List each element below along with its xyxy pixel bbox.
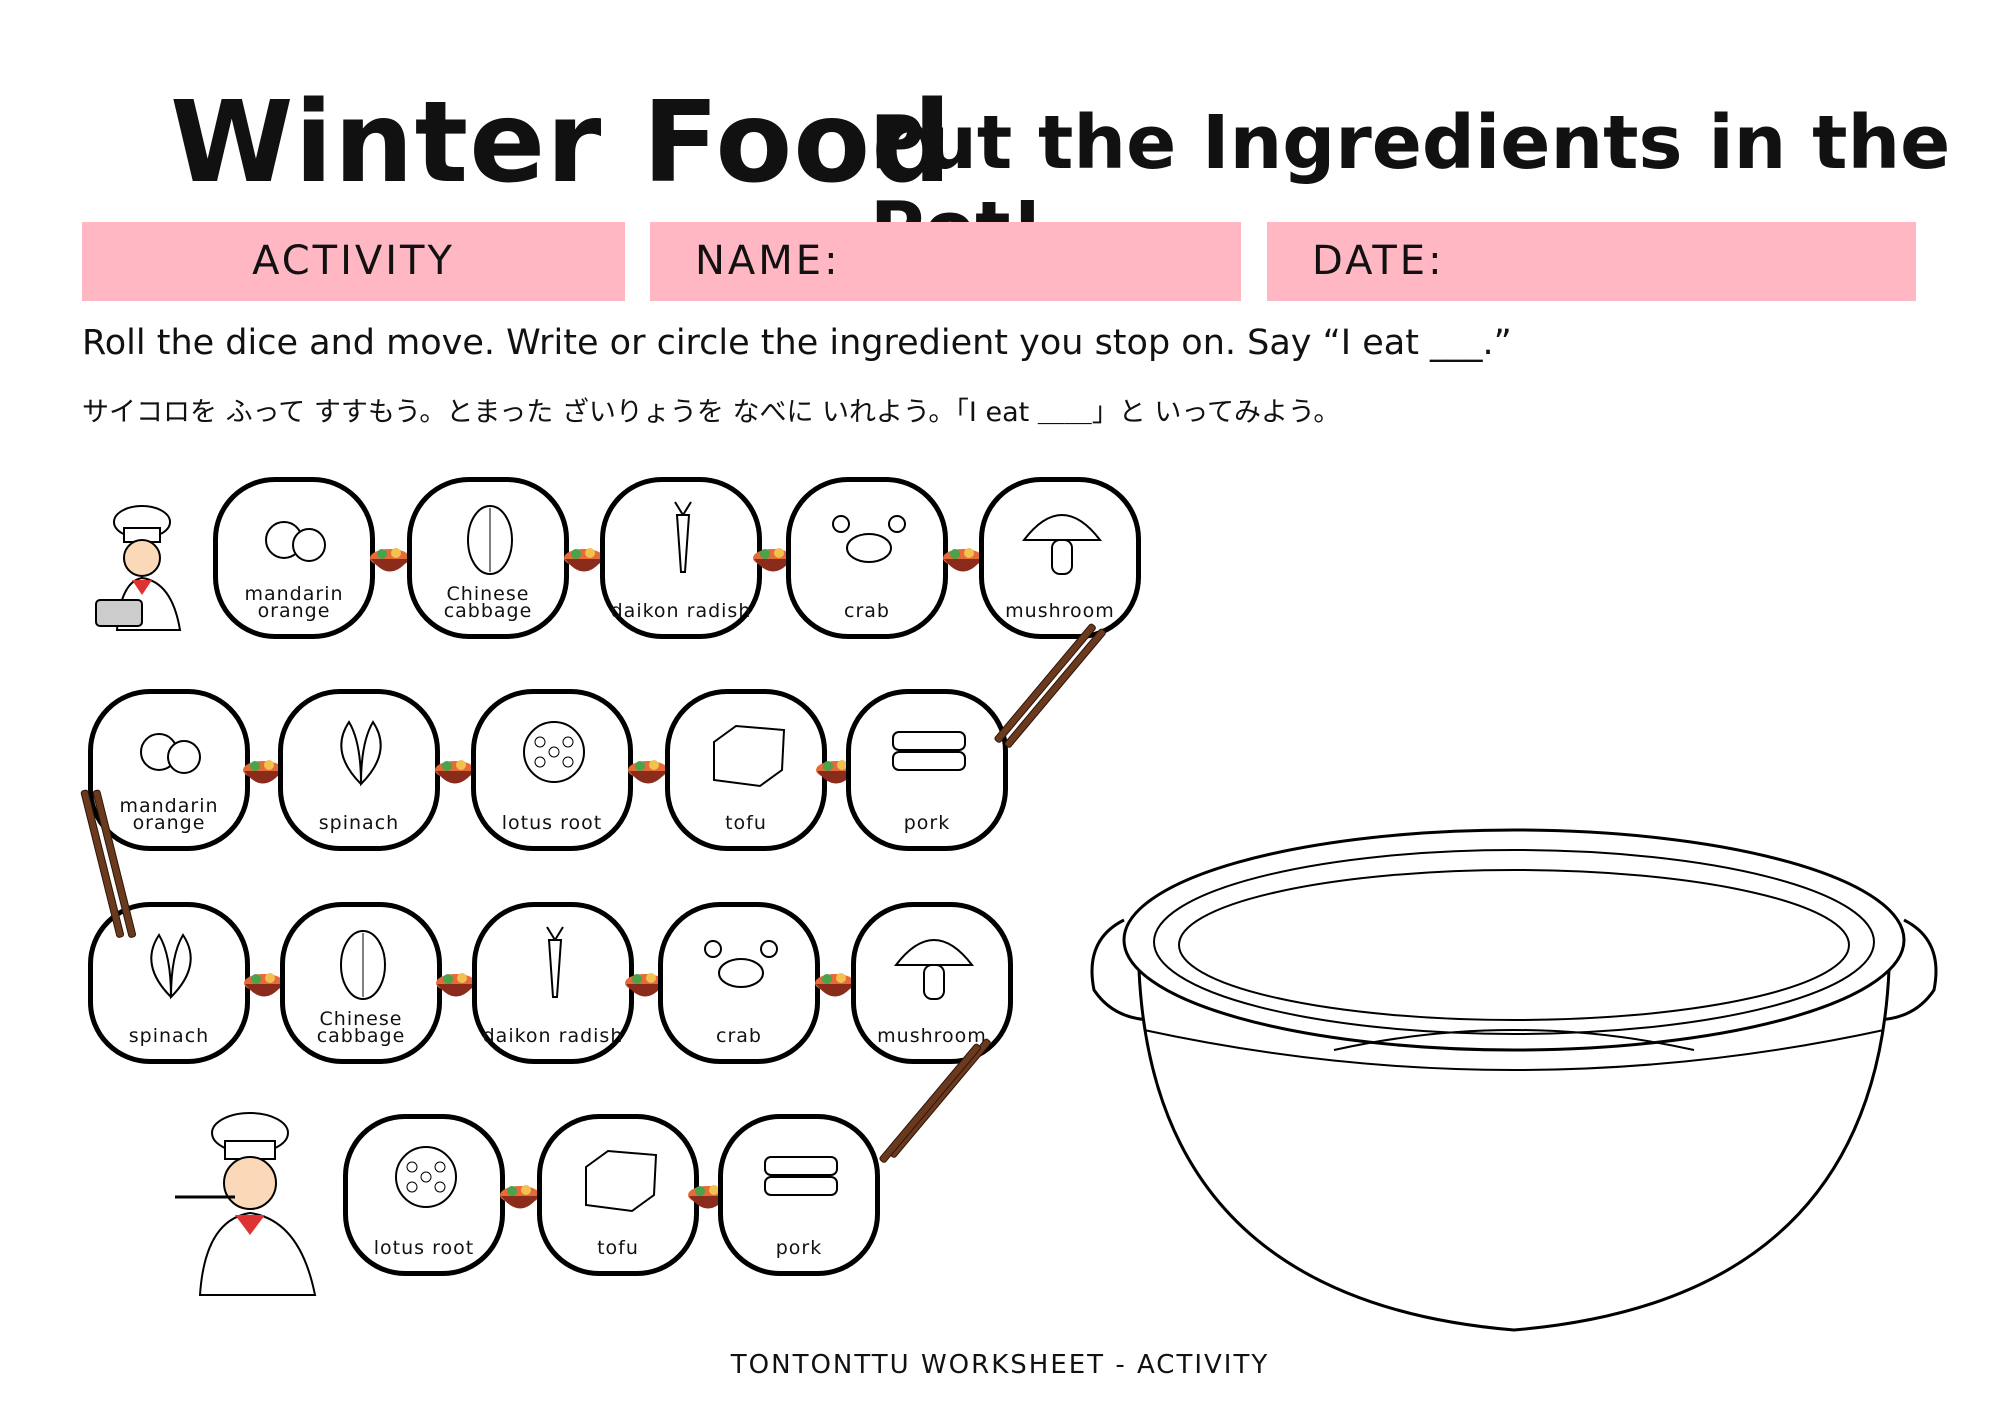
ingredient-icon bbox=[340, 720, 382, 787]
board-space[interactable]: Chinese cabbage bbox=[407, 477, 569, 639]
hotpot-icon bbox=[814, 756, 858, 790]
name-field[interactable]: NAME: bbox=[650, 222, 1241, 301]
hotpot-icon bbox=[751, 544, 795, 578]
hotpot-icon bbox=[626, 756, 670, 790]
board-space-label: mandarin orange bbox=[244, 583, 344, 622]
hotpot-icon bbox=[433, 756, 477, 790]
chef-tasting-illustration bbox=[175, 1112, 317, 1296]
board-space[interactable]: pork bbox=[718, 1114, 880, 1276]
board-space[interactable]: pork bbox=[846, 689, 1008, 851]
ingredient-icon bbox=[265, 521, 326, 562]
ingredient-icon bbox=[764, 1156, 838, 1196]
board-space-label: daikon radish bbox=[610, 600, 752, 622]
hotpot-icon bbox=[686, 1181, 730, 1215]
board-space-label: mushroom bbox=[877, 1025, 987, 1047]
board-space-label: spinach bbox=[318, 812, 400, 834]
ingredient-icon bbox=[674, 501, 692, 573]
instructions-japanese: サイコロを ふって すすもう。とまった ざいりょうを なべに いれよう。「I e… bbox=[82, 397, 1341, 428]
hotpot-icon bbox=[242, 969, 286, 1003]
board-space-label: lotus root bbox=[373, 1237, 475, 1259]
ingredient-icon bbox=[704, 940, 778, 988]
date-field[interactable]: DATE: bbox=[1267, 222, 1916, 301]
board-space-label: tofu bbox=[597, 1237, 639, 1259]
board-space-label: mushroom bbox=[1005, 600, 1115, 622]
chef-cooking-illustration bbox=[95, 505, 182, 631]
page-title: Winter Food bbox=[170, 78, 953, 208]
ingredient-icon bbox=[546, 926, 564, 998]
board-space-label: pork bbox=[903, 812, 951, 834]
chopsticks-icon bbox=[993, 622, 1098, 745]
hotpot-icon bbox=[368, 544, 412, 578]
board-space[interactable]: crab bbox=[658, 902, 820, 1064]
board-space-label: Chinese cabbage bbox=[443, 583, 533, 622]
board-space-label: tofu bbox=[725, 812, 767, 834]
hotpot-icon bbox=[813, 969, 857, 1003]
ingredient-icon bbox=[140, 733, 201, 774]
ingredient-icon bbox=[832, 515, 906, 563]
board-space[interactable]: mushroom bbox=[979, 477, 1141, 639]
ingredient-icon bbox=[892, 731, 966, 771]
activity-label: ACTIVITY bbox=[82, 222, 625, 301]
board-space[interactable]: Chinese cabbage bbox=[280, 902, 442, 1064]
hotpot-icon bbox=[241, 756, 285, 790]
board-space-label: lotus root bbox=[501, 812, 603, 834]
board-space-label: mandarin orange bbox=[119, 795, 219, 834]
board-space-label: pork bbox=[775, 1237, 823, 1259]
board-space[interactable]: mandarin orange bbox=[88, 689, 250, 851]
footer-credit: TONTONTTU WORKSHEET - ACTIVITY bbox=[730, 1350, 1270, 1380]
ingredient-icon bbox=[150, 933, 192, 1000]
ingredient-icon bbox=[713, 724, 786, 788]
board-space-label: spinach bbox=[128, 1025, 210, 1047]
board-space[interactable]: daikon radish bbox=[472, 902, 634, 1064]
hotpot-icon bbox=[562, 544, 606, 578]
board-space[interactable]: lotus root bbox=[471, 689, 633, 851]
hotpot-icon bbox=[434, 969, 478, 1003]
ingredient-icon bbox=[395, 1146, 457, 1208]
ingredient-icon bbox=[893, 939, 975, 1000]
ingredient-icon bbox=[585, 1149, 658, 1213]
board-space[interactable]: spinach bbox=[88, 902, 250, 1064]
ingredient-icon bbox=[1021, 514, 1103, 575]
board-space[interactable]: tofu bbox=[537, 1114, 699, 1276]
ingredient-icon bbox=[340, 930, 386, 1000]
hotpot-icon bbox=[941, 544, 985, 578]
board-space[interactable]: mandarin orange bbox=[213, 477, 375, 639]
board-space[interactable]: mushroom bbox=[851, 902, 1013, 1064]
board-space-label: Chinese cabbage bbox=[316, 1008, 406, 1047]
board-space[interactable]: spinach bbox=[278, 689, 440, 851]
hotpot-icon bbox=[498, 1181, 542, 1215]
instructions-english: Roll the dice and move. Write or circle … bbox=[82, 323, 1512, 363]
cooking-pot-illustration bbox=[1090, 828, 1938, 1332]
chopsticks-icon bbox=[1003, 627, 1108, 750]
board-space-label: daikon radish bbox=[482, 1025, 624, 1047]
board-space[interactable]: crab bbox=[786, 477, 948, 639]
hotpot-icon bbox=[623, 969, 667, 1003]
board-space-label: crab bbox=[844, 600, 890, 622]
ingredient-icon bbox=[467, 505, 513, 575]
board-space[interactable]: daikon radish bbox=[600, 477, 762, 639]
board-space-label: crab bbox=[716, 1025, 762, 1047]
ingredient-icon bbox=[523, 721, 585, 783]
board-space[interactable]: lotus root bbox=[343, 1114, 505, 1276]
board-space[interactable]: tofu bbox=[665, 689, 827, 851]
